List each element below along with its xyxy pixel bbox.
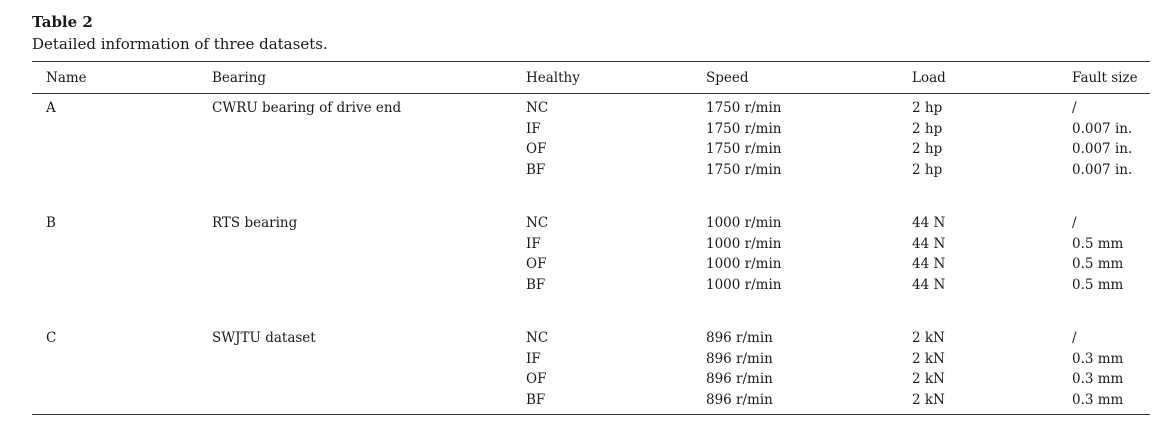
speed-cell: 1750 r/min — [706, 141, 782, 157]
speed-column: 1000 r/min 1000 r/min 1000 r/min 1000 r/… — [706, 213, 781, 295]
fault-size-cell: / — [1072, 330, 1077, 346]
load-cell: 2 kN — [912, 391, 945, 408]
fault-size-cell: 0.3 mm — [1072, 391, 1124, 408]
healthy-cell: BF — [526, 276, 546, 293]
speed-column: 896 r/min 896 r/min 896 r/min 896 r/min — [706, 328, 773, 410]
healthy-cell: IF — [526, 120, 541, 137]
speed-cell: 1000 r/min — [706, 215, 782, 231]
healthy-cell: BF — [526, 161, 546, 178]
speed-cell: 1750 r/min — [706, 161, 782, 178]
fault-size-cell: / — [1072, 100, 1077, 116]
speed-cell: 1000 r/min — [706, 235, 782, 252]
speed-cell: 1000 r/min — [706, 256, 782, 272]
healthy-cell: OF — [526, 256, 547, 272]
dataset-bearing: SWJTU dataset — [212, 330, 316, 346]
table-header-rule — [32, 93, 1150, 94]
header-load: Load — [912, 70, 946, 86]
healthy-cell: NC — [526, 215, 549, 231]
fault-size-cell: 0.3 mm — [1072, 371, 1124, 387]
header-healthy: Healthy — [526, 70, 580, 86]
load-column: 44 N 44 N 44 N 44 N — [912, 213, 945, 295]
fault-size-cell: 0.5 mm — [1072, 256, 1124, 272]
healthy-column: NC IF OF BF — [526, 213, 548, 295]
fault-size-column: / 0.5 mm 0.5 mm 0.5 mm — [1072, 213, 1123, 295]
healthy-cell: NC — [526, 100, 549, 116]
load-cell: 2 hp — [912, 141, 943, 157]
speed-cell: 1750 r/min — [706, 100, 782, 116]
load-cell: 44 N — [912, 235, 946, 252]
fault-size-cell: 0.3 mm — [1072, 350, 1124, 367]
load-cell: 2 kN — [912, 330, 945, 346]
healthy-cell: OF — [526, 371, 547, 387]
load-column: 2 hp 2 hp 2 hp 2 hp — [912, 98, 942, 180]
load-column: 2 kN 2 kN 2 kN 2 kN — [912, 328, 945, 410]
fault-size-cell: 0.5 mm — [1072, 235, 1124, 252]
healthy-column: NC IF OF BF — [526, 328, 548, 410]
healthy-cell: OF — [526, 141, 547, 157]
fault-size-column: / 0.007 in. 0.007 in. 0.007 in. — [1072, 98, 1132, 180]
dataset-name: B — [46, 215, 56, 231]
speed-cell: 896 r/min — [706, 350, 773, 367]
fault-size-cell: 0.007 in. — [1072, 120, 1133, 137]
load-cell: 2 hp — [912, 120, 943, 137]
load-cell: 2 hp — [912, 161, 943, 178]
table-bottom-rule — [32, 414, 1150, 415]
load-cell: 2 hp — [912, 100, 943, 116]
speed-cell: 896 r/min — [706, 391, 773, 408]
speed-cell: 896 r/min — [706, 330, 773, 346]
healthy-cell: IF — [526, 235, 541, 252]
speed-column: 1750 r/min 1750 r/min 1750 r/min 1750 r/… — [706, 98, 781, 180]
healthy-cell: NC — [526, 330, 549, 346]
header-fault-size: Fault size — [1072, 70, 1138, 86]
header-name: Name — [46, 70, 87, 86]
fault-size-cell: 0.007 in. — [1072, 161, 1133, 178]
speed-cell: 1750 r/min — [706, 120, 782, 137]
fault-size-cell: / — [1072, 215, 1077, 231]
load-cell: 44 N — [912, 256, 946, 272]
fault-size-cell: 0.5 mm — [1072, 276, 1124, 293]
header-speed: Speed — [706, 70, 749, 86]
dataset-name: C — [46, 330, 57, 346]
dataset-name: A — [46, 100, 56, 116]
speed-cell: 1000 r/min — [706, 276, 782, 293]
table-subtitle: Detailed information of three datasets. — [32, 35, 328, 53]
speed-cell: 896 r/min — [706, 371, 773, 387]
load-cell: 44 N — [912, 215, 946, 231]
load-cell: 44 N — [912, 276, 946, 293]
table-title: Table 2 — [32, 13, 93, 31]
dataset-bearing: CWRU bearing of drive end — [212, 100, 402, 116]
healthy-cell: BF — [526, 391, 546, 408]
healthy-column: NC IF OF BF — [526, 98, 548, 180]
healthy-cell: IF — [526, 350, 541, 367]
dataset-bearing: RTS bearing — [212, 215, 298, 231]
header-bearing: Bearing — [212, 70, 267, 86]
load-cell: 2 kN — [912, 350, 945, 367]
table-caption: Table 2 Detailed information of three da… — [32, 11, 328, 55]
fault-size-column: / 0.3 mm 0.3 mm 0.3 mm — [1072, 328, 1123, 410]
fault-size-cell: 0.007 in. — [1072, 141, 1133, 157]
load-cell: 2 kN — [912, 371, 945, 387]
table-top-rule — [32, 61, 1150, 62]
